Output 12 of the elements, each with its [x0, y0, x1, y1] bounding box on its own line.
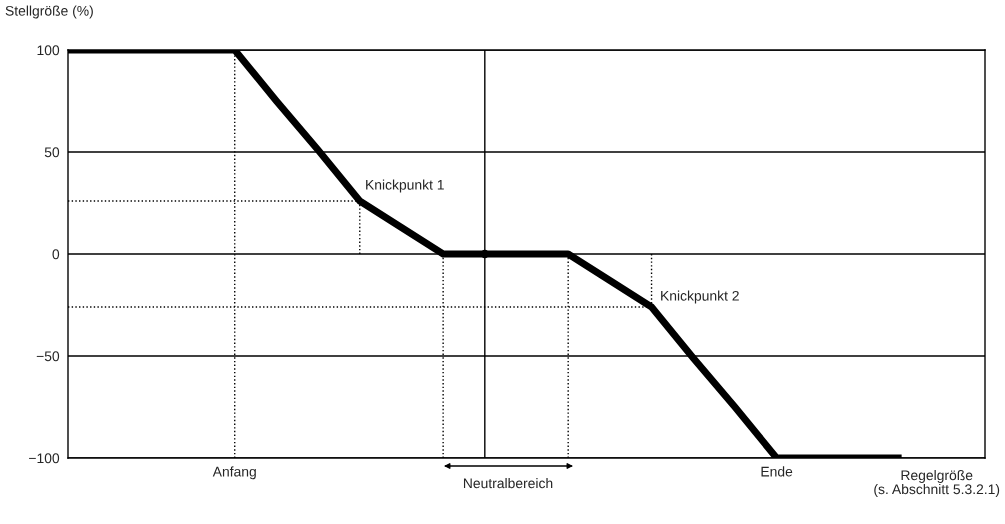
y-tick-label: −100 [29, 453, 60, 464]
y-tick-label: 50 [44, 147, 60, 158]
text: Neutralbereich [463, 478, 553, 489]
annotation: Knickpunkt 2 [661, 290, 739, 304]
annotation: Knickpunkt 1 [366, 179, 444, 193]
x-axis-title: Regelgröße (s. Abschnitt 5.3.2.1) [874, 470, 1000, 497]
y-tick-label: −50 [36, 351, 60, 362]
x-tick-label: Anfang [212, 466, 256, 480]
y-tick-label: 0 [52, 249, 60, 260]
y-axis-title: Stellgröße (%) [5, 5, 93, 19]
x-tick-label: Ende [761, 466, 793, 477]
y-tick-label: 100 [37, 45, 60, 56]
